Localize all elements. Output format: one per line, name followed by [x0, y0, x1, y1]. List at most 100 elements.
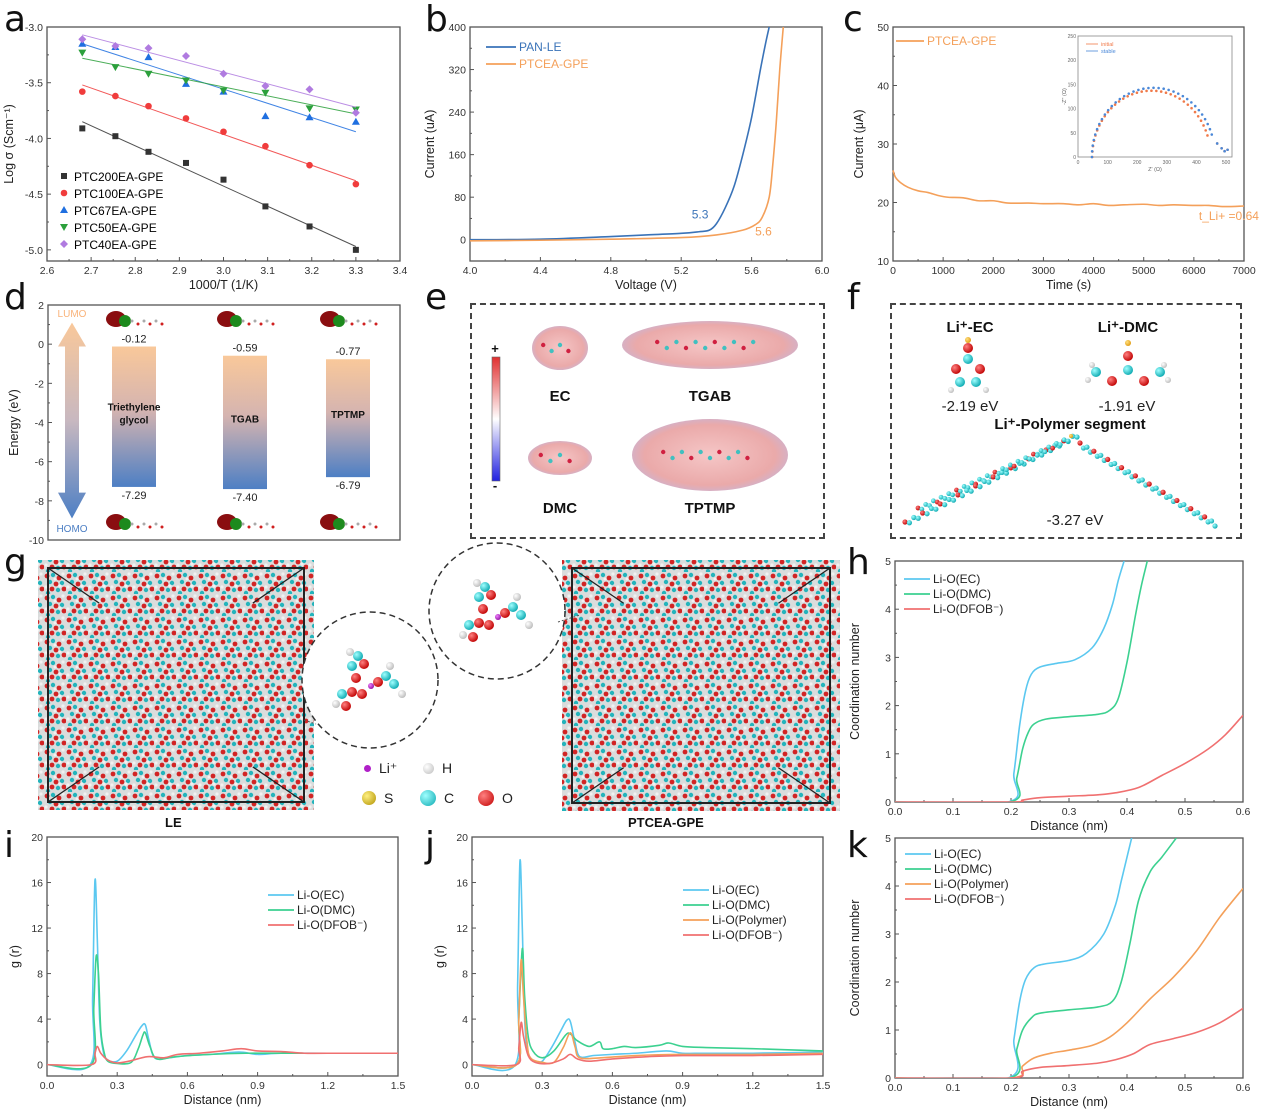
polymer-atom-icon	[1105, 456, 1111, 463]
inset-point-stable	[1215, 142, 1219, 145]
data-point-ptc200ea-gpe	[352, 246, 359, 253]
atom-legend-o: O	[478, 790, 513, 806]
inset-point-initial	[1135, 91, 1139, 95]
chart-i: 0.0 0.3 0.6 0.9 1.2 1.5 0 4 8 12 16 20 Distance (nm)…	[8, 832, 405, 1107]
x-tick-label: 1.5	[391, 1080, 406, 1092]
x-tick-label: 0.2	[1004, 806, 1019, 818]
li-ion-icon	[1069, 434, 1073, 438]
data-point-ptc50ea-gpe	[305, 105, 314, 113]
y-axis-label: Coordination number	[848, 623, 862, 740]
polymer-atom-icon	[1065, 438, 1071, 444]
solvation-zoom-le	[301, 611, 439, 749]
x-tick-label: 3.0	[216, 265, 231, 277]
solvation-zoom-ptcea-atom	[508, 602, 518, 612]
data-point-ptc200ea-gpe	[182, 159, 189, 166]
esp-ec-molecule-icon-atom	[557, 342, 563, 348]
md-box-le-edge	[252, 766, 305, 803]
data-point-ptc200ea-gpe	[145, 148, 152, 155]
legend-marker-ptc50ea-gpe	[60, 224, 68, 231]
y-tick-label: -5.0	[25, 245, 43, 257]
homo-orbital-icon-atom	[374, 525, 378, 529]
lumo-orbital-icon-atom	[350, 322, 354, 326]
series-line-li-o-dmc-	[895, 561, 1149, 802]
y-tick-label: 3	[885, 929, 891, 941]
inset-point-stable	[1092, 138, 1096, 142]
atom-legend-h: H	[423, 760, 452, 776]
esp-colorbar-plus: +	[491, 341, 499, 356]
solvation-zoom-le-atom	[389, 679, 399, 689]
solvation-zoom-le-atom	[346, 648, 354, 656]
x-tick-label: 0.3	[535, 1080, 550, 1092]
esp-ec-molecule-icon-atom	[549, 348, 554, 354]
binding-structures	[902, 337, 1218, 529]
x-tick-label: 0.9	[250, 1080, 265, 1092]
inset-point-stable	[1210, 133, 1214, 136]
inset-point-stable	[1157, 86, 1160, 90]
homo-orbital-icon-atom	[154, 522, 158, 526]
x-tick-label: 0.6	[180, 1080, 195, 1092]
legend-label-h: Li-O(DMC)	[933, 587, 991, 601]
data-point-ptc50ea-gpe	[78, 49, 87, 57]
atom-legend-li: Li⁺	[364, 760, 397, 777]
atom-legend-c-label: C	[444, 790, 455, 806]
carbon-atom-icon	[955, 377, 965, 387]
inset-point-stable	[1220, 146, 1223, 150]
solvation-zoom-le-atom	[353, 651, 363, 661]
esp-ec-molecule-icon-atom	[541, 342, 546, 348]
carbon-atom-icon	[1091, 367, 1101, 377]
y-tick-label: -3.5	[25, 78, 43, 90]
lumo-homo-arrow-icon	[58, 322, 86, 519]
series-line-li-o-polymer-	[472, 959, 823, 1069]
lumo-orbital-icon-atom	[142, 319, 146, 323]
md-box-ptcea-frame	[571, 567, 831, 804]
data-point-ptc40ea-gpe	[351, 108, 360, 117]
y-tick-label: 16	[31, 878, 43, 890]
solvation-zoom-ptcea-atom	[513, 593, 521, 601]
lumo-value-label: -0.59	[232, 343, 257, 355]
atom-legend-o-label: O	[502, 790, 513, 806]
y-tick-label: 20	[31, 832, 43, 844]
polymer-atom-icon	[915, 505, 921, 511]
x-tick-label: 0.6	[605, 1080, 620, 1092]
y-tick-label: 400	[448, 22, 466, 34]
polymer-atom-icon	[1000, 466, 1006, 471]
data-point-ptc100ea-gpe	[220, 128, 227, 136]
polymer-atom-icon	[955, 492, 961, 498]
inset-point-stable	[1147, 86, 1150, 90]
y-tick-label: 20	[877, 198, 889, 210]
solvation-zoom-ptcea	[428, 542, 566, 680]
x-tick-label: 5.6	[744, 265, 759, 277]
energy-gap-bar	[326, 359, 370, 478]
polymer-atom-icon	[920, 510, 926, 516]
x-tick-label: 0.3	[110, 1080, 125, 1092]
x-tick-label: 6000	[1182, 265, 1206, 277]
panel-letter-a: a	[4, 0, 27, 40]
y-tick-label: -6	[35, 457, 44, 469]
oxygen-atom-icon	[1123, 351, 1133, 361]
polymer-atom-icon	[942, 502, 948, 508]
x-axis-label: Time (s)	[1046, 278, 1091, 292]
chart-a: 2.6 2.7 2.8 2.9 3.0 3.1 3.2 3.3 3.4 -3.0 -3.5 -4.0 -…	[2, 22, 407, 292]
data-point-ptc40ea-gpe	[219, 69, 228, 78]
esp-tgab-molecule-icon-atom	[741, 345, 746, 351]
s-atom-icon	[362, 791, 376, 805]
chart-d: 2 0 -2 -4 -6 -8 -10 Energy (eV) LUMO HOMO -0.12 -7.…	[7, 300, 401, 547]
inset-point-stable	[1152, 86, 1155, 90]
panel-letter-b: b	[425, 0, 448, 40]
inset-point-stable	[1095, 127, 1099, 131]
polymer-atom-icon	[1061, 437, 1067, 443]
li-atom-icon	[364, 765, 371, 772]
x-tick-label: 1.2	[745, 1080, 760, 1092]
series-group-i	[47, 878, 398, 1071]
species-label-li-polymer: Li⁺-Polymer segment	[994, 416, 1146, 433]
homo-orbital-icon	[230, 518, 242, 530]
inset-y-label: -Z'' (Ω)	[1062, 88, 1068, 105]
md-box-le-edge	[47, 567, 100, 604]
data-point-ptc200ea-gpe	[79, 125, 86, 132]
x-tick-label: 0.9	[675, 1080, 690, 1092]
series-line-li-o-dfob-	[895, 714, 1243, 802]
esp-panel-frame	[470, 303, 825, 539]
legend-label-i: Li-O(DMC)	[297, 903, 355, 917]
polymer-atom-icon	[1174, 497, 1180, 504]
data-point-ptc40ea-gpe	[181, 51, 190, 60]
